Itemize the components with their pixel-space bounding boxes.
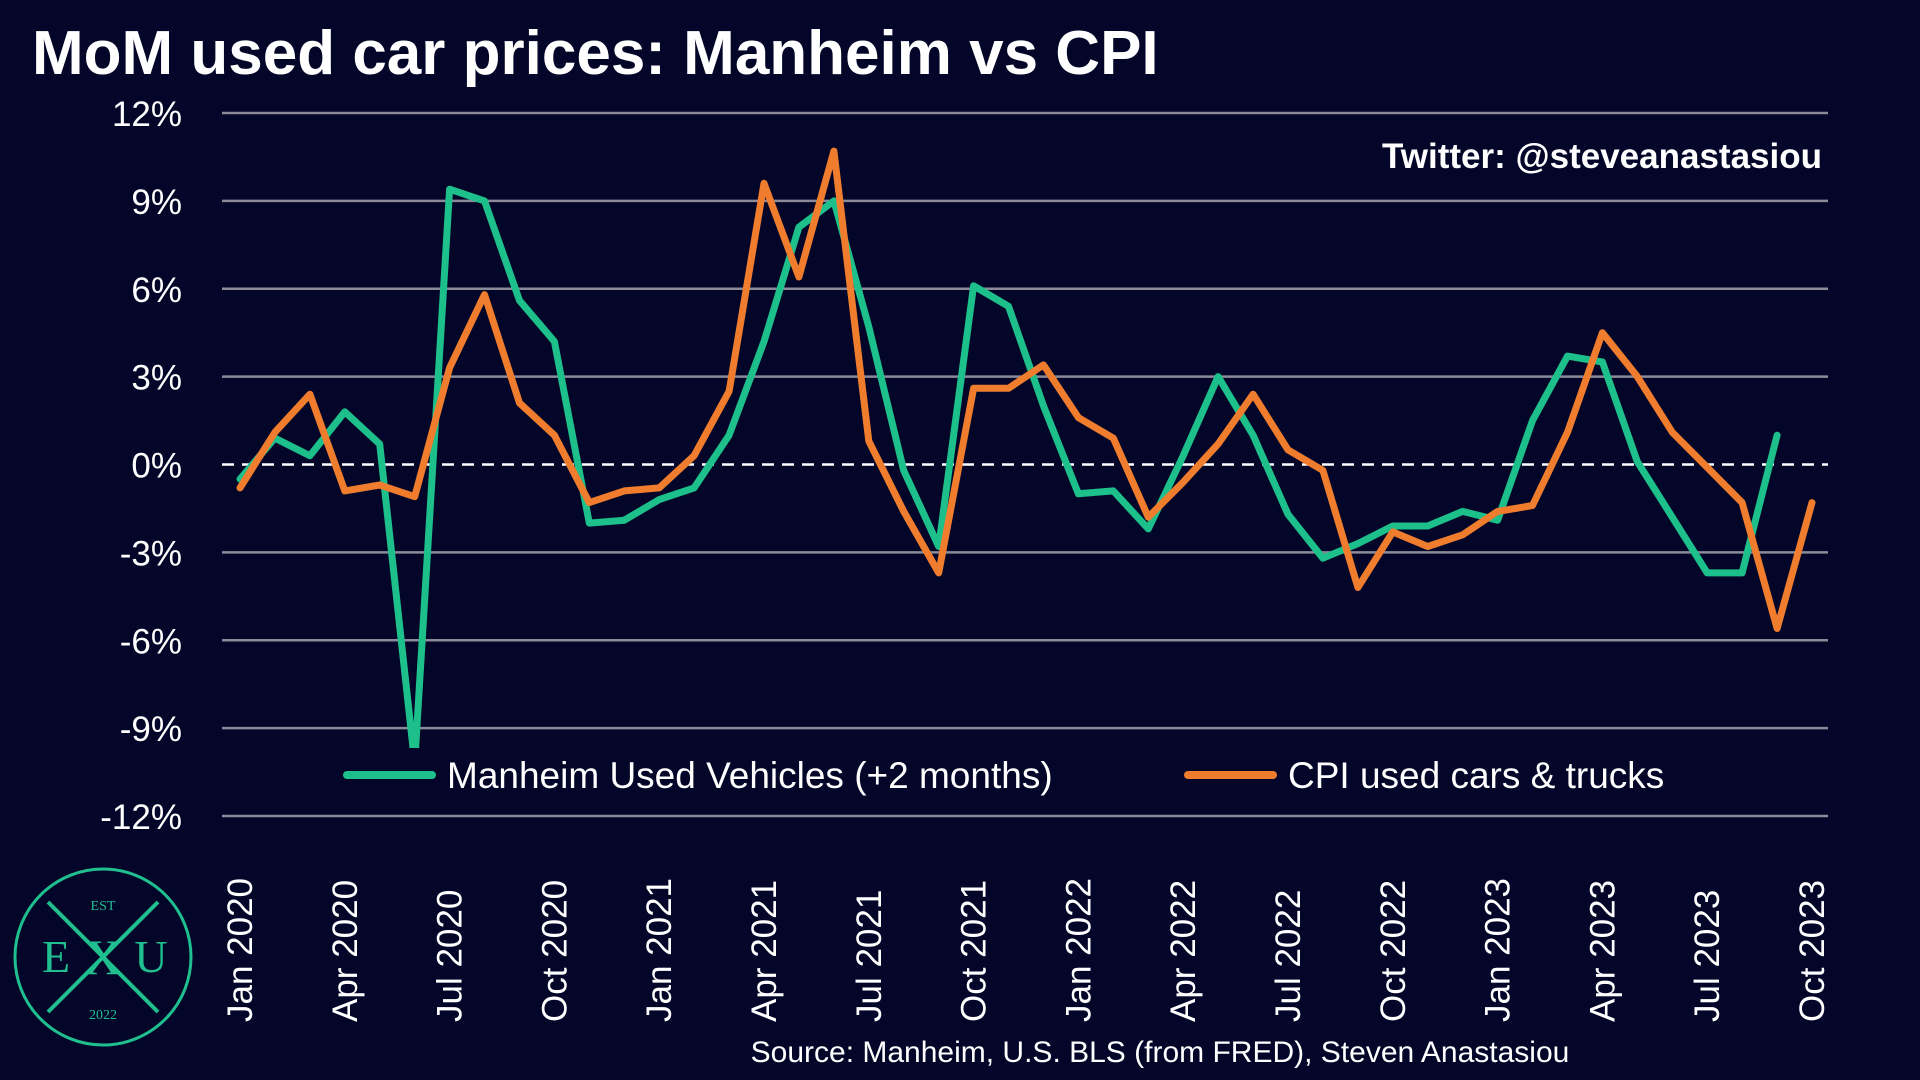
- x-tick-label: Jan 2022: [1059, 878, 1098, 1022]
- x-tick-label: Jul 2020: [431, 890, 470, 1022]
- x-tick-label: Apr 2023: [1583, 880, 1622, 1022]
- logo-est: EST: [91, 899, 116, 914]
- x-tick-label: Apr 2021: [745, 880, 784, 1022]
- watermark: Twitter: @steveanastasiou: [1382, 137, 1822, 176]
- x-tick-label: Jan 2023: [1479, 878, 1518, 1022]
- logo-year: 2022: [89, 1008, 117, 1023]
- y-tick-label: 0%: [131, 447, 182, 486]
- x-tick-label: Apr 2022: [1164, 880, 1203, 1022]
- x-tick-label: Oct 2023: [1793, 880, 1832, 1022]
- y-tick-label: 12%: [112, 95, 182, 134]
- legend-label: CPI used cars & trucks: [1288, 755, 1664, 796]
- series-lines: [236, 147, 1816, 767]
- x-tick-label: Jul 2023: [1688, 890, 1727, 1022]
- logo-stroke: [46, 900, 160, 1014]
- y-tick-label: -9%: [120, 710, 182, 749]
- x-tick-label: Oct 2022: [1374, 880, 1413, 1022]
- x-tick-label: Oct 2020: [535, 880, 574, 1022]
- x-tick-label: Jul 2022: [1269, 890, 1308, 1022]
- y-tick-label: -3%: [120, 534, 182, 573]
- x-tick-label: Jan 2020: [221, 878, 260, 1022]
- y-tick-label: -12%: [100, 798, 182, 837]
- legend-label: Manheim Used Vehicles (+2 months): [447, 755, 1053, 796]
- y-tick-labels: 12% 9% 6% 3% 0% -3% -6% -9% -12%: [100, 95, 182, 837]
- exu-logo: EST E X U 2022: [13, 867, 193, 1047]
- legend: Manheim Used Vehicles (+2 months) CPI use…: [230, 748, 1723, 804]
- x-tick-label: Jul 2021: [850, 890, 889, 1022]
- source-note: Source: Manheim, U.S. BLS (from FRED), S…: [750, 1036, 1570, 1069]
- grid-lines: [222, 111, 1828, 818]
- y-tick-label: -6%: [120, 622, 182, 661]
- x-tick-labels: Jan 2020 Apr 2020 Jul 2020 Oct 2020 Jan 2021…: [221, 878, 1832, 1022]
- series-line-manheim: [236, 185, 1781, 767]
- y-tick-label: 9%: [131, 183, 182, 222]
- chart-title: MoM used car prices: Manheim vs CPI: [32, 19, 1159, 88]
- x-tick-label: Jan 2021: [640, 878, 679, 1022]
- x-tick-label: Oct 2021: [955, 880, 994, 1022]
- series-line-cpi: [236, 147, 1816, 632]
- logo-letter-x: X: [85, 929, 121, 985]
- y-tick-label: 3%: [131, 359, 182, 398]
- logo-letter-e: E: [42, 931, 70, 982]
- x-tick-label: Apr 2020: [326, 880, 365, 1022]
- y-tick-label: 6%: [131, 271, 182, 310]
- logo-letter-u: U: [134, 931, 167, 982]
- logo-ring: [13, 867, 193, 1047]
